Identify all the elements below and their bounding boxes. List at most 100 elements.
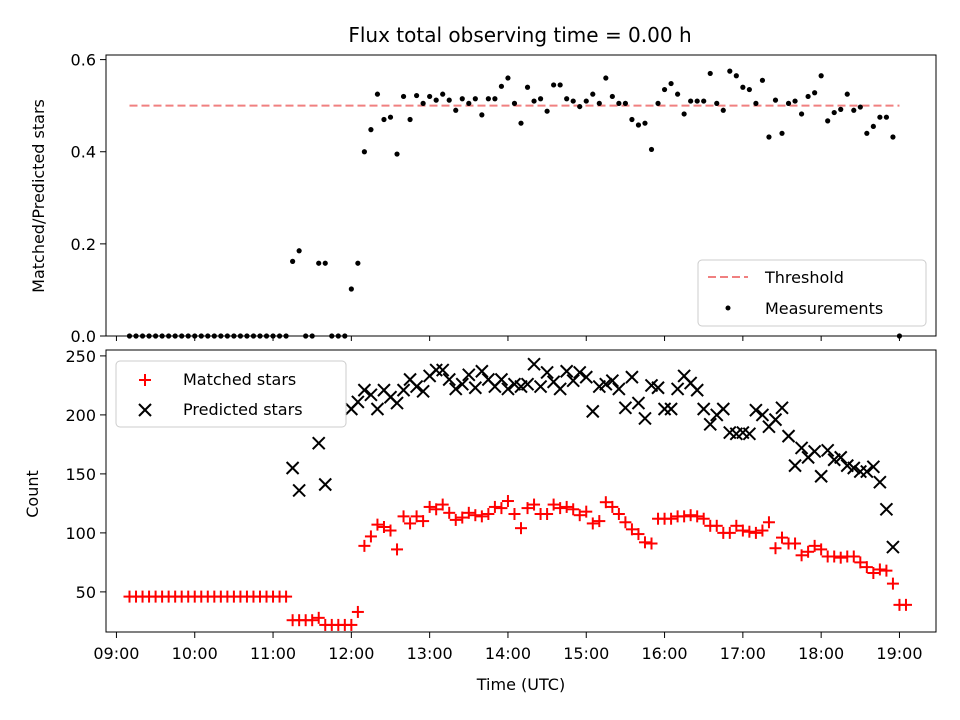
predicted-star-point: [553, 382, 567, 396]
predicted-star-point: [586, 404, 600, 419]
matched-star-point: [345, 618, 358, 631]
matched-star-point: [384, 524, 397, 537]
bottom-x-axis: 09:00 10:00 11:00 12:00 13:00 14:00 15:00 16:00…: [93, 632, 923, 663]
predicted-star-point: [416, 384, 430, 399]
matched-star-point: [795, 549, 808, 562]
matched-star-point: [280, 590, 293, 603]
predicted-star-point: [357, 383, 372, 397]
measurement-point: [648, 146, 655, 153]
legend-measurements-label: Measurements: [765, 299, 883, 318]
measurement-point: [838, 106, 844, 112]
matched-star-point: [593, 515, 606, 528]
predicted-star-point: [494, 372, 509, 387]
matched-star-point: [462, 506, 475, 519]
measurement-point: [629, 116, 635, 123]
measurement-point: [348, 286, 354, 292]
predicted-star-point: [599, 377, 613, 391]
matched-star-point: [665, 512, 678, 525]
matched-star-point: [410, 510, 423, 523]
bottom-x-tick-label: 15:00: [563, 644, 609, 663]
matched-star-point: [449, 513, 462, 526]
predicted-star-point: [579, 370, 593, 384]
predicted-star-point: [638, 411, 652, 426]
measurement-point: [479, 112, 485, 118]
matched-star-point: [312, 611, 325, 624]
predicted-star-point: [435, 363, 450, 377]
bottom-x-tick-label: 10:00: [172, 644, 218, 663]
measurement-point: [446, 97, 452, 103]
measurement-point: [785, 100, 792, 106]
top-y-tick-label: 0.4: [71, 143, 96, 162]
matched-star-point: [749, 526, 762, 539]
predicted-star-point: [834, 450, 848, 465]
bottom-x-tick-label: 09:00: [93, 644, 139, 663]
matched-star-point: [612, 508, 625, 521]
matched-star-point: [528, 498, 541, 511]
matched-star-point: [423, 500, 436, 513]
predicted-star-point: [292, 483, 306, 498]
top-y-axis: 0.0 0.2 0.4 0.6: [71, 51, 900, 346]
matched-star-point: [743, 525, 756, 538]
measurement-point: [707, 70, 713, 77]
bottom-x-axis-label: Time (UTC): [476, 675, 565, 694]
predicted-star-point: [605, 373, 620, 388]
bottom-x-tick-label: 14:00: [485, 644, 531, 663]
predicted-star-point: [566, 373, 580, 388]
measurement-point: [368, 127, 374, 133]
measurement-point: [766, 134, 772, 140]
predicted-star-point: [651, 381, 665, 395]
predicted-star-point: [429, 363, 443, 377]
predicted-star-point: [449, 382, 463, 396]
top-y-tick-label: 0.2: [71, 235, 96, 254]
matched-star-point: [684, 509, 697, 522]
bottom-y-axis: 50 100 150 200 250: [65, 347, 106, 602]
predicted-star-point: [716, 402, 730, 416]
predicted-star-point: [618, 401, 633, 415]
top-legend-box: [697, 259, 927, 327]
predicted-star-point: [475, 364, 489, 378]
predicted-star-point: [703, 417, 717, 432]
measurement-point: [583, 98, 589, 104]
predicted-star-point: [794, 441, 809, 455]
measurement-point: [316, 260, 322, 266]
measurement-point: [570, 98, 576, 104]
matched-star-point: [710, 519, 723, 532]
bottom-legend-box: [115, 360, 347, 428]
measurement-point: [805, 93, 811, 100]
matched-star-point: [469, 509, 482, 522]
measurement-point: [590, 91, 596, 97]
matched-star-point: [580, 505, 593, 518]
matched-star-point: [645, 537, 658, 550]
matched-star-point: [789, 537, 802, 550]
measurement-point: [851, 107, 857, 113]
measurement-point: [642, 120, 648, 126]
matched-star-point: [867, 567, 880, 580]
chart-title: Flux total observing time = 0.00 h: [348, 23, 691, 47]
matched-star-point: [508, 508, 521, 521]
predicted-star-point: [879, 502, 894, 516]
matched-star-point: [306, 614, 319, 627]
measurement-point: [531, 98, 537, 104]
matched-star-point: [436, 498, 449, 511]
matched-star-point: [828, 550, 841, 563]
measurement-point: [812, 90, 818, 96]
predicted-star-point: [742, 427, 757, 441]
predicted-star-point: [853, 464, 868, 479]
matched-star-point: [678, 510, 691, 523]
predicted-stars-series: [285, 357, 900, 554]
measurement-point: [727, 68, 733, 74]
legend-predicted-swatch: [138, 403, 152, 417]
measurement-point: [413, 92, 420, 99]
measurement-point: [701, 98, 707, 104]
predicted-star-point: [285, 461, 300, 475]
predicted-star-point: [690, 383, 704, 397]
measurement-point: [792, 98, 798, 104]
predicted-star-point: [312, 436, 326, 450]
measurement-point: [511, 100, 518, 106]
predicted-star-point: [559, 364, 574, 378]
measurement-point: [440, 91, 446, 97]
matched-star-point: [808, 539, 821, 552]
predicted-star-point: [866, 460, 881, 474]
predicted-star-point: [351, 395, 365, 409]
matched-star-point: [560, 500, 573, 513]
